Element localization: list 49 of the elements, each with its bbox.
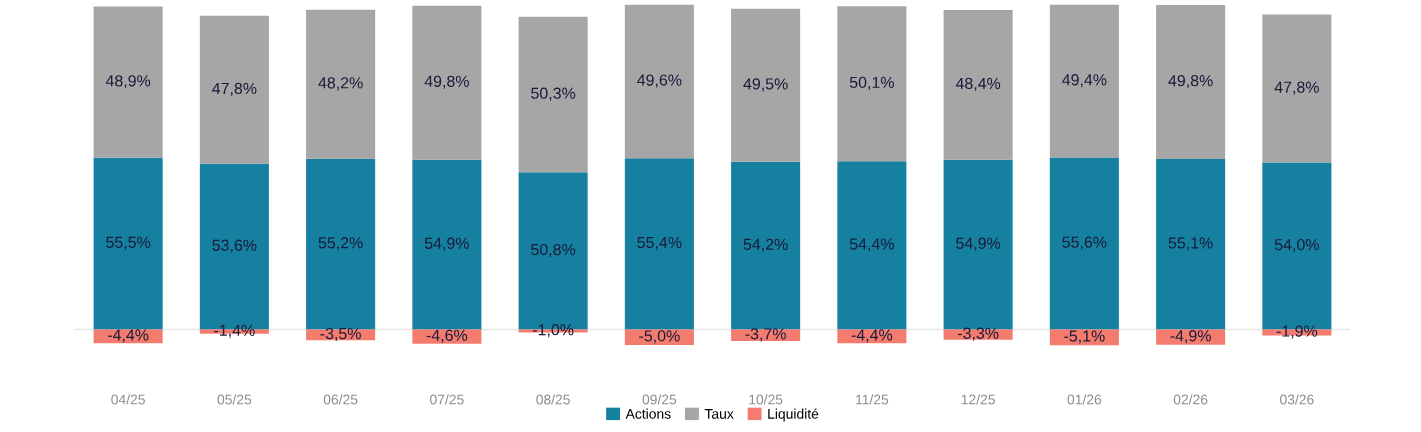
x-tick-label: 02/26 (1173, 394, 1208, 405)
data-label: 55,6% (1062, 236, 1107, 250)
x-tick-label: 10/25 (749, 394, 783, 405)
data-label: 55,4% (637, 236, 682, 250)
data-label: 48,2% (318, 77, 363, 91)
data-label: 54,9% (424, 237, 469, 251)
data-label: 49,8% (424, 75, 469, 89)
data-label: 54,9% (956, 237, 1001, 251)
data-label: 48,9% (105, 75, 151, 89)
x-tick-label: 12/25 (961, 394, 995, 405)
data-label: -5,1% (1064, 330, 1105, 344)
x-tick-label: 09/25 (642, 394, 677, 405)
data-label: -3,5% (320, 327, 361, 342)
legend-label: Liquidité (768, 408, 819, 422)
data-label: -3,7% (745, 328, 786, 342)
x-tick-label: 06/25 (323, 394, 358, 405)
x-tick-label: 08/25 (536, 394, 570, 405)
data-label: -3,3% (957, 327, 999, 341)
data-label: 55,1% (1168, 237, 1213, 251)
data-label: 50,3% (531, 87, 576, 101)
x-tick-label: 04/25 (111, 394, 145, 405)
data-label: -4,6% (426, 329, 468, 343)
data-label: 48,4% (955, 77, 1001, 91)
data-label: -4,9% (1170, 330, 1211, 344)
legend-label: Actions (625, 408, 671, 419)
data-label: 55,2% (318, 237, 363, 251)
x-tick-label: 05/25 (217, 394, 252, 405)
data-label: 50,8% (531, 243, 576, 258)
data-label: 49,5% (743, 78, 788, 92)
data-label: 49,6% (637, 74, 682, 88)
data-label: 49,4% (1062, 74, 1107, 88)
data-label: 54,4% (849, 238, 894, 252)
x-tick-label: 07/25 (430, 394, 464, 405)
data-label: -4,4% (107, 329, 149, 343)
data-label: -5,0% (639, 330, 680, 344)
data-label: 50,1% (849, 76, 894, 90)
data-label: 54,2% (743, 238, 788, 252)
data-label: 54,0% (1274, 238, 1319, 253)
data-label: -1,9% (1276, 325, 1318, 339)
data-label: 53,6% (212, 239, 257, 253)
data-label: 47,8% (1274, 81, 1319, 95)
x-tick-label: 03/26 (1280, 394, 1314, 405)
legend-label: Taux (704, 409, 734, 419)
data-label: 49,8% (1168, 75, 1213, 89)
x-tick-label: 01/26 (1067, 394, 1102, 405)
data-label: 47,8% (212, 82, 257, 96)
data-label: 55,5% (106, 236, 151, 250)
x-tick-label: 11/25 (856, 394, 889, 405)
data-label: -4,4% (851, 329, 893, 343)
